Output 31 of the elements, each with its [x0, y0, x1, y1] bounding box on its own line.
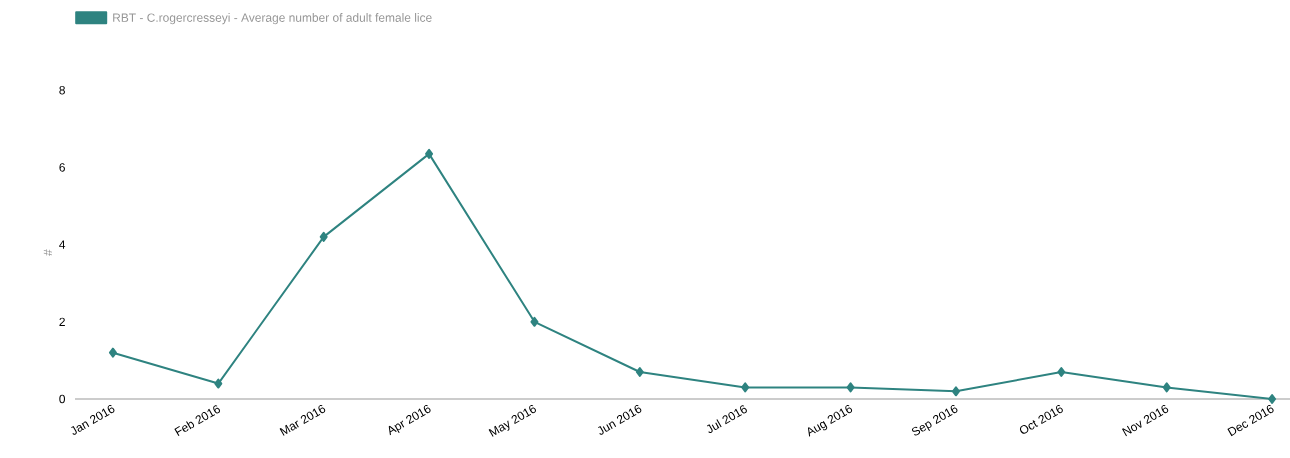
y-tick-label: 8 [59, 85, 65, 95]
point [846, 382, 855, 393]
point [635, 366, 644, 377]
point [1057, 366, 1066, 377]
y-tick-label: 4 [59, 240, 66, 249]
y-tick-label: 6 [59, 163, 65, 172]
x-tick-label: Jan 2016 [71, 404, 115, 435]
point [741, 382, 750, 393]
x-tick-label: Jun 2016 [598, 404, 642, 435]
x-tick-label: Mar 2016 [279, 404, 326, 436]
x-tick-label: Dec 2016 [1227, 404, 1274, 437]
x-tick-label: Feb 2016 [174, 405, 221, 437]
point [319, 231, 328, 242]
point [530, 316, 539, 327]
legend-label: RBT - C.rogercresseyi - Average number of adult female lice [113, 13, 432, 25]
point [1268, 394, 1277, 404]
y-tick-label: 2 [59, 317, 65, 326]
x-tick-label: Oct 2016 [1019, 404, 1063, 434]
x-tick-label: Jul 2016 [707, 405, 747, 434]
point [951, 386, 960, 397]
y-tick-label: 0 [59, 394, 66, 404]
x-tick-label: Nov 2016 [1122, 404, 1169, 437]
y-axis-title: # [43, 249, 52, 256]
x-tick-label: Sep 2016 [911, 404, 958, 436]
x-tick-label: May 2016 [488, 404, 536, 437]
x-tick-label: Aug 2016 [807, 404, 853, 437]
point [108, 347, 117, 358]
x-tick-label: Apr 2016 [388, 404, 431, 436]
point [425, 148, 434, 159]
point [214, 378, 223, 389]
point [1162, 382, 1171, 393]
